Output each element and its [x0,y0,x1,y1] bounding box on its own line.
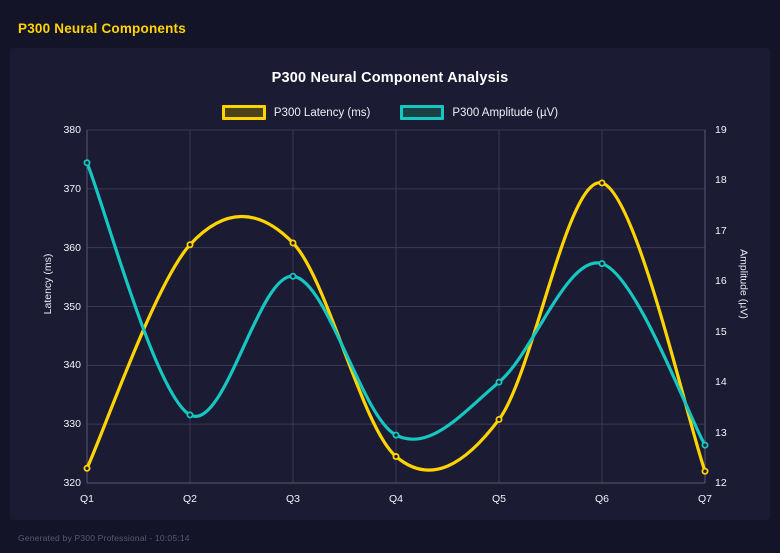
y-tick-left: 360 [63,241,81,254]
x-tick-q5: Q5 [491,493,507,505]
y-tick-right: 17 [715,224,727,237]
plot-svg [83,129,709,484]
y-tick-right: 14 [715,376,727,389]
y-tick-right: 12 [715,477,727,489]
y-tick-left: 350 [63,300,81,313]
legend-item-latency[interactable]: P300 Latency (ms) [221,105,371,120]
legend-item-amplitude[interactable]: P300 Amplitude (µV) [400,105,558,120]
x-tick-q1: Q1 [79,493,95,505]
y-tick-left: 340 [63,359,81,372]
y-axis-right-ticks: 12 13 14 15 16 17 18 19 [715,48,775,520]
footer-text: Generated by P300 Professional - 10:05:1… [18,533,190,543]
x-tick-q2: Q2 [182,493,198,505]
legend-label-amplitude: P300 Amplitude (µV) [452,106,559,119]
y-tick-right: 18 [715,174,727,187]
chart-legend: P300 Latency (ms) P300 Amplitude (µV) [10,105,770,120]
x-tick-q3: Q3 [285,493,301,505]
x-axis-ticks: Q1 Q2 Q3 Q4 Q5 Q6 Q7 [10,48,770,520]
y-axis-left-ticks: 320 330 340 350 360 370 380 [10,48,81,520]
y-tick-right: 13 [715,426,727,439]
y-tick-right: 19 [715,124,727,136]
y-axis-left-title: Latency (ms) [42,253,54,315]
y-tick-left: 320 [63,477,81,489]
chart-title: P300 Neural Component Analysis [271,70,509,86]
x-tick-q4: Q4 [388,493,404,505]
x-tick-q7: Q7 [697,493,713,505]
y-tick-left: 380 [63,124,81,136]
legend-swatch-latency [221,105,266,120]
y-axis-right-title: Amplitude (µV) [738,249,750,319]
plot-area: 320 330 340 350 360 370 380 12 13 14 15 16 17 18 19 Q… [10,48,770,520]
chart-card: P300 Neural Component Analysis P300 Late… [10,48,770,520]
legend-label-latency: P300 Latency (ms) [273,106,371,119]
y-tick-left: 330 [63,418,81,431]
legend-swatch-amplitude [400,105,445,120]
page-title: P300 Neural Components [18,21,186,36]
y-tick-right: 15 [715,325,727,338]
x-tick-q6: Q6 [594,493,610,505]
y-tick-left: 370 [63,182,81,195]
y-tick-right: 16 [715,275,727,288]
